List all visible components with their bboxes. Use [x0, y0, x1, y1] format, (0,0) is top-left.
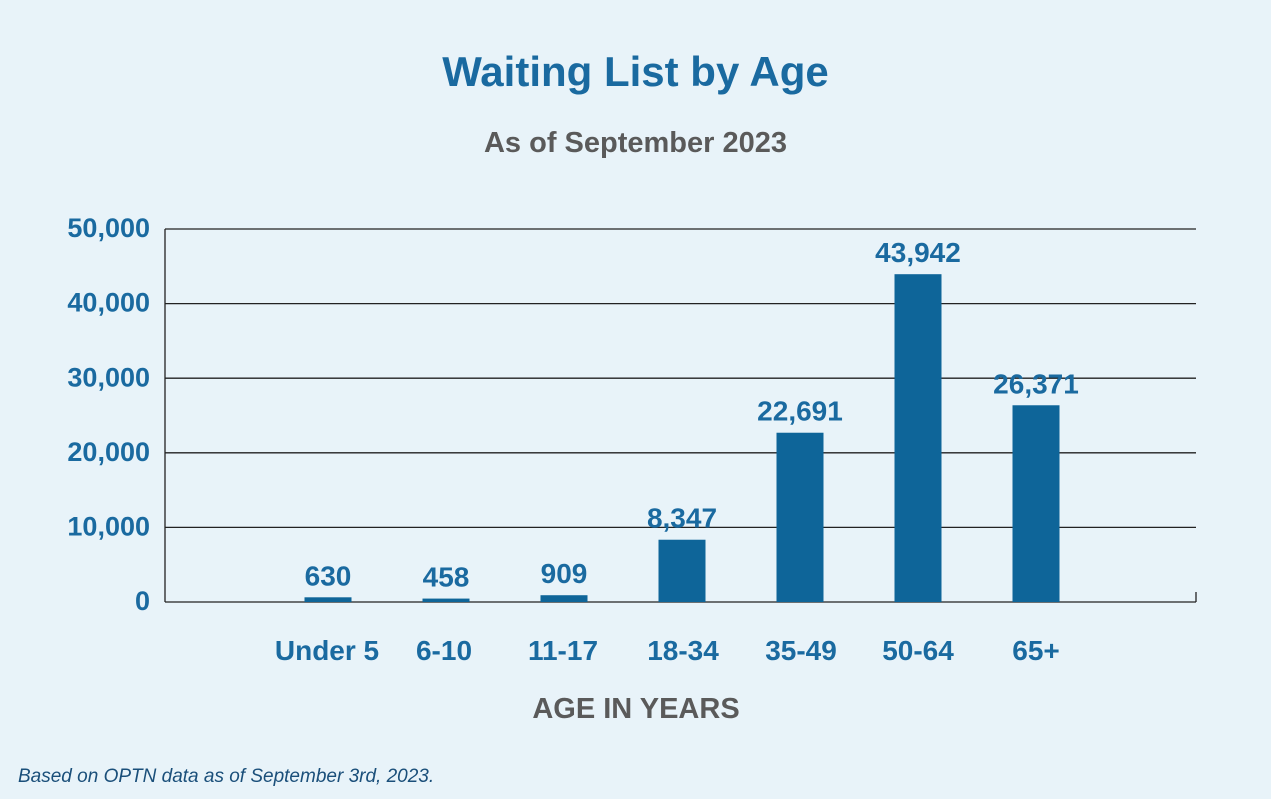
- x-tick-label: 65+: [1012, 635, 1060, 666]
- data-label: 909: [541, 558, 588, 589]
- chart-title: Waiting List by Age: [442, 48, 829, 95]
- data-label: 43,942: [875, 237, 961, 268]
- data-label: 630: [305, 560, 352, 591]
- data-label: 458: [423, 562, 470, 593]
- y-axis-ticks: 0 10,000 20,000 30,000 40,000 50,000: [67, 213, 150, 616]
- x-tick-label: Under 5: [275, 635, 379, 666]
- y-tick-label: 30,000: [67, 362, 150, 392]
- bar: [304, 597, 352, 602]
- x-tick-label: 35-49: [765, 635, 837, 666]
- y-tick-label: 50,000: [67, 213, 150, 243]
- x-tick-label: 11-17: [528, 635, 598, 666]
- y-tick-label: 10,000: [67, 512, 150, 542]
- x-tick-label: 6-10: [416, 635, 472, 666]
- bar: [776, 432, 824, 602]
- y-tick-label: 0: [135, 586, 150, 616]
- footnote: Based on OPTN data as of September 3rd, …: [18, 766, 435, 787]
- bar: [658, 539, 706, 602]
- chart-subtitle: As of September 2023: [483, 127, 787, 159]
- data-label: 8,347: [647, 503, 717, 534]
- x-tick-label: 50-64: [882, 635, 954, 666]
- y-tick-label: 20,000: [67, 437, 150, 467]
- data-labels: 630 458 909 8,347 22,691 43,942 26,371: [305, 237, 1079, 592]
- bar: [894, 274, 942, 602]
- bar: [1012, 405, 1060, 602]
- x-axis-title: AGE IN YEARS: [532, 693, 739, 725]
- x-axis-ticks: Under 5 6-10 11-17 18-34 35-49 50-64 65+: [275, 635, 1060, 666]
- data-label: 26,371: [993, 368, 1079, 399]
- bars: [304, 274, 1060, 602]
- bar: [422, 598, 470, 602]
- bar: [540, 595, 588, 602]
- data-label: 22,691: [757, 396, 843, 427]
- x-tick-label: 18-34: [647, 635, 719, 666]
- y-tick-label: 40,000: [67, 288, 150, 318]
